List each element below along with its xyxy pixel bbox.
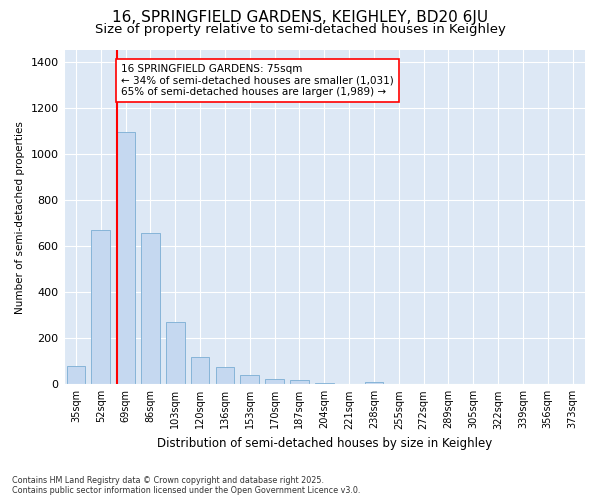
Bar <box>141 234 160 384</box>
Bar <box>265 378 284 384</box>
Bar <box>91 230 110 384</box>
X-axis label: Distribution of semi-detached houses by size in Keighley: Distribution of semi-detached houses by … <box>157 437 492 450</box>
Text: 16, SPRINGFIELD GARDENS, KEIGHLEY, BD20 6JU: 16, SPRINGFIELD GARDENS, KEIGHLEY, BD20 … <box>112 10 488 25</box>
Bar <box>191 356 209 384</box>
Bar <box>315 383 334 384</box>
Bar <box>166 322 185 384</box>
Text: Size of property relative to semi-detached houses in Keighley: Size of property relative to semi-detach… <box>95 22 505 36</box>
Bar <box>116 132 135 384</box>
Bar <box>290 380 309 384</box>
Bar <box>67 366 85 384</box>
Bar <box>365 382 383 384</box>
Bar <box>241 375 259 384</box>
Text: Contains HM Land Registry data © Crown copyright and database right 2025.
Contai: Contains HM Land Registry data © Crown c… <box>12 476 361 495</box>
Bar <box>215 367 234 384</box>
Y-axis label: Number of semi-detached properties: Number of semi-detached properties <box>15 120 25 314</box>
Text: 16 SPRINGFIELD GARDENS: 75sqm
← 34% of semi-detached houses are smaller (1,031)
: 16 SPRINGFIELD GARDENS: 75sqm ← 34% of s… <box>121 64 394 97</box>
